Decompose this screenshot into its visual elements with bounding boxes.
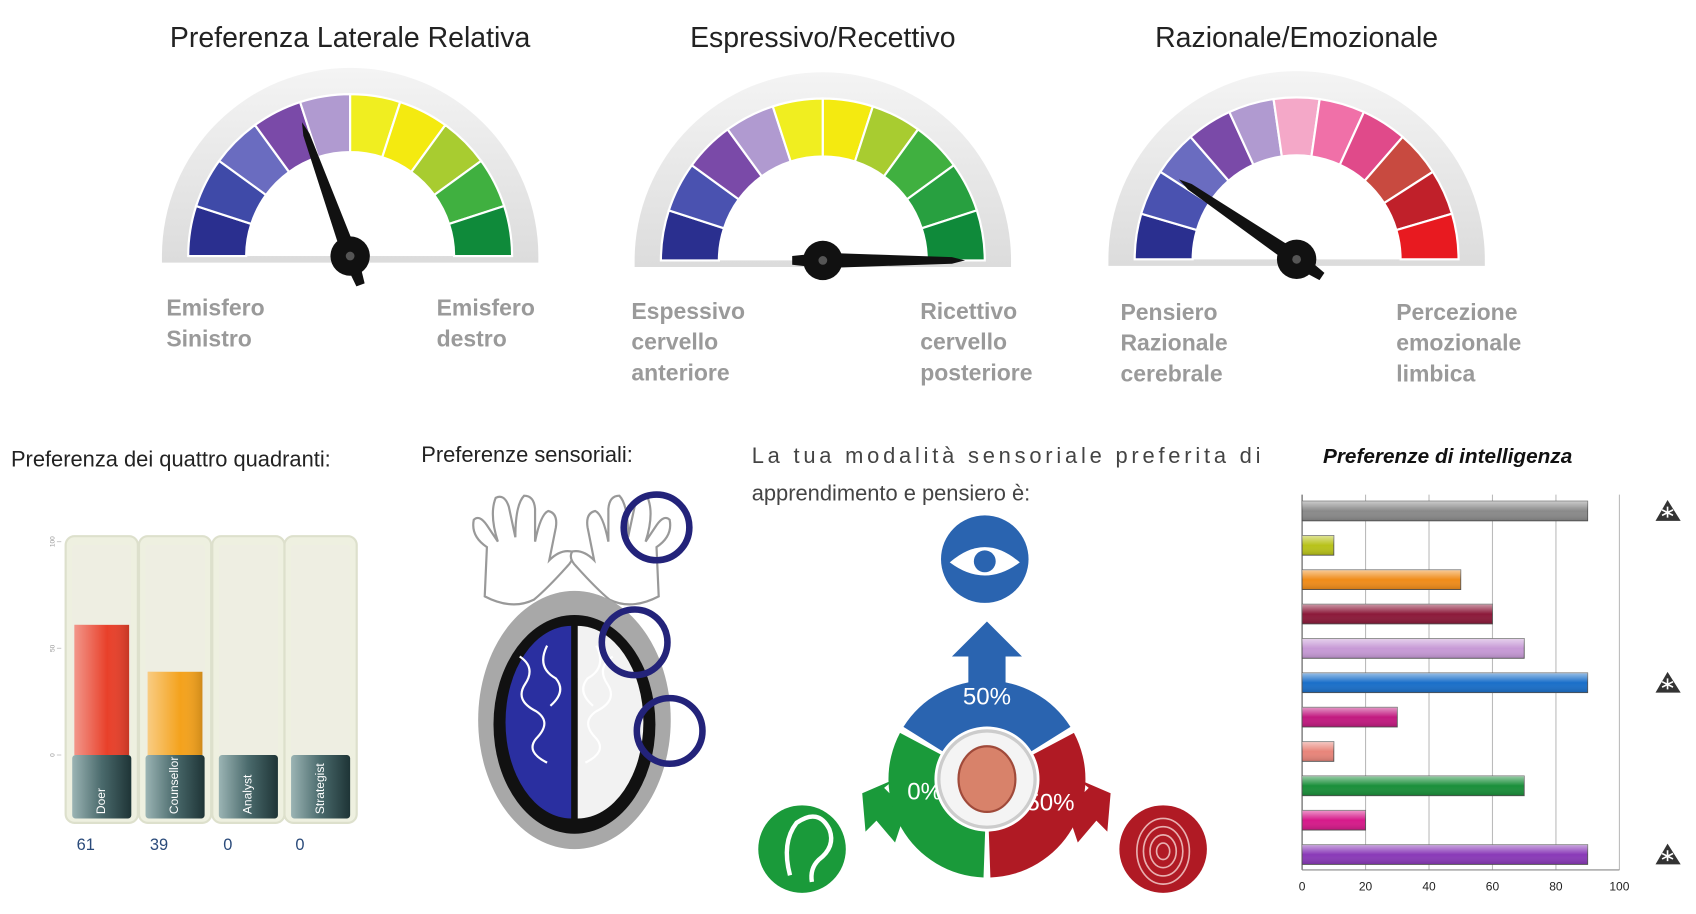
arrow bbox=[951, 621, 1022, 684]
badge-star bbox=[1661, 850, 1674, 862]
chart-title: apprendimento e pensiero è: bbox=[752, 480, 1031, 505]
ear-icon bbox=[758, 805, 846, 893]
center-brain bbox=[957, 745, 1017, 813]
gauge-right-label: cervello bbox=[920, 329, 1007, 355]
x-tick-label: 100 bbox=[1609, 880, 1629, 894]
bar-sheen bbox=[74, 624, 130, 756]
bar-sheen bbox=[1302, 569, 1461, 590]
finger-ridge bbox=[1155, 842, 1171, 861]
gauge-right-label: posteriore bbox=[920, 359, 1032, 385]
finger-ridge bbox=[1136, 817, 1191, 885]
chart-title: Preferenza dei quattro quadranti: bbox=[11, 446, 331, 471]
x-tick-label: 60 bbox=[1486, 880, 1500, 894]
gauge-segment bbox=[447, 204, 514, 258]
tube-base bbox=[218, 755, 278, 819]
bar-sheen bbox=[1302, 776, 1525, 796]
sector bbox=[888, 732, 986, 878]
tube-base bbox=[145, 755, 205, 819]
gauge-rim bbox=[161, 67, 539, 263]
gauge-title: Razionale/Emozionale bbox=[1155, 22, 1438, 54]
value-label: 39 bbox=[150, 836, 168, 854]
x-tick-label: 0 bbox=[1299, 880, 1306, 894]
bar-sheen bbox=[1302, 810, 1366, 831]
bar-sheen bbox=[147, 671, 203, 756]
left-hand bbox=[472, 494, 574, 606]
ear-shape bbox=[784, 814, 834, 883]
gauge-left-label: Pensiero bbox=[1120, 299, 1217, 325]
gauge-rim bbox=[634, 72, 1012, 267]
gauge-segment bbox=[1394, 212, 1460, 261]
arrow bbox=[862, 779, 906, 843]
gauge-right-label: Percezione bbox=[1396, 299, 1517, 325]
badge-star bbox=[1661, 506, 1674, 518]
gauge-right-label: emozionale bbox=[1396, 330, 1521, 356]
bar-sheen bbox=[1302, 741, 1334, 762]
sensory-illustration bbox=[472, 491, 706, 850]
x-tick-label: Analyst bbox=[241, 774, 255, 814]
sector bbox=[903, 680, 1071, 752]
sense-ring bbox=[598, 606, 671, 679]
finger-ridge bbox=[1149, 834, 1178, 869]
x-tick-label: Strategist bbox=[313, 763, 327, 814]
brain-folds bbox=[519, 645, 614, 764]
gauge-title: Espressivo/Recettivo bbox=[690, 22, 956, 54]
x-tick-label: 80 bbox=[1549, 880, 1563, 894]
bar-sheen bbox=[1302, 707, 1398, 727]
gauge-hub-center bbox=[345, 251, 355, 261]
bar-sheen bbox=[1302, 672, 1588, 693]
right-hand bbox=[569, 494, 672, 606]
x-tick-label: Counsellor bbox=[167, 757, 181, 814]
sense-ring bbox=[633, 694, 706, 768]
value-label: 0 bbox=[223, 836, 232, 854]
gauge-right-label: Emisfero bbox=[437, 295, 535, 321]
tube-inner bbox=[291, 544, 351, 756]
gauge-hub-center bbox=[818, 256, 828, 265]
value-label: 61 bbox=[77, 836, 95, 854]
sense-ring bbox=[620, 491, 693, 564]
sector bbox=[988, 732, 1086, 878]
eye-iris bbox=[973, 550, 996, 573]
tube-inner bbox=[218, 544, 278, 756]
tube-base bbox=[291, 755, 351, 819]
bar-sheen bbox=[1302, 638, 1525, 659]
bar-sheen bbox=[1302, 844, 1588, 865]
gauge-left-label: Emisfero bbox=[166, 295, 264, 321]
illustration-title: Preferenze sensoriali: bbox=[421, 442, 633, 467]
gauge-right-label: limbica bbox=[1396, 360, 1475, 386]
gauge-rim bbox=[1108, 71, 1485, 266]
arrow bbox=[1066, 779, 1111, 843]
value-label: 50% bbox=[963, 683, 1011, 710]
x-tick-label: Doer bbox=[94, 788, 108, 814]
y-tick-label: 100 bbox=[49, 536, 56, 547]
gauge-left-label: Sinistro bbox=[166, 325, 252, 351]
chart-title: La tua modalità sensoriale preferita di bbox=[752, 443, 1261, 468]
bar-sheen bbox=[1302, 501, 1588, 521]
badge-star bbox=[1661, 678, 1674, 690]
value-label: 0 bbox=[295, 836, 304, 854]
x-tick-label: 20 bbox=[1359, 880, 1373, 894]
y-tick-label: 50 bbox=[49, 644, 56, 652]
gauge-right-label: Ricettivo bbox=[920, 298, 1017, 324]
x-tick-label: 40 bbox=[1422, 880, 1436, 894]
brain-left bbox=[505, 625, 572, 819]
value-label: 0% bbox=[907, 779, 942, 806]
y-tick-label: 0 bbox=[49, 753, 56, 757]
finger-ridge bbox=[1142, 825, 1184, 877]
bar-sheen bbox=[1302, 535, 1334, 556]
chart-title: Preferenze di intelligenza bbox=[1323, 445, 1572, 468]
tube-base bbox=[72, 755, 132, 819]
gauge-hub-center bbox=[1292, 254, 1301, 264]
gauge-right-label: destro bbox=[437, 325, 507, 351]
gauge-left-label: Espessivo bbox=[631, 298, 745, 324]
gauge-left-label: anteriore bbox=[631, 359, 729, 385]
gauge-left-label: cerebrale bbox=[1120, 360, 1222, 386]
gauge-left-label: cervello bbox=[631, 329, 718, 355]
gauge-title: Preferenza Laterale Relativa bbox=[170, 22, 531, 54]
gauge-left-label: Razionale bbox=[1120, 330, 1227, 356]
bar-sheen bbox=[1302, 604, 1493, 624]
